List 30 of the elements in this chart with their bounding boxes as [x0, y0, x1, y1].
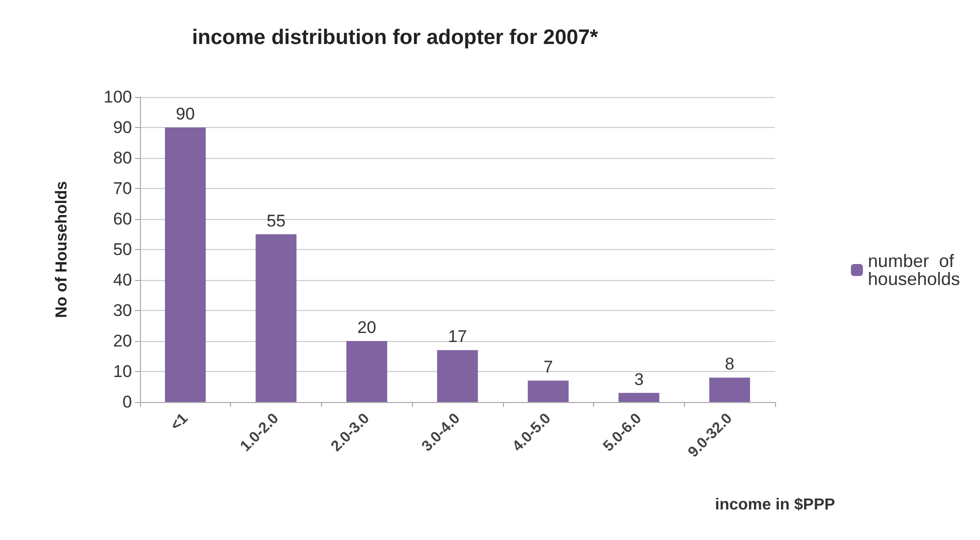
bar — [528, 380, 569, 402]
data-label: 3 — [634, 370, 644, 389]
bar — [346, 341, 388, 402]
chart-title: income distribution for adopter for 2007* — [192, 26, 599, 49]
y-axis-title: No of Households — [54, 180, 70, 318]
y-tick-label: 30 — [113, 301, 132, 320]
y-tick-label: 40 — [113, 270, 132, 290]
data-label: 90 — [176, 104, 195, 124]
y-tick-label: 10 — [113, 362, 132, 381]
bar — [437, 350, 478, 402]
y-tick-label: 100 — [104, 88, 132, 106]
data-label: 20 — [357, 318, 376, 337]
y-tick-label: 90 — [113, 118, 132, 137]
y-tick-label: 0 — [122, 392, 132, 412]
bar — [709, 378, 750, 402]
bar — [618, 392, 660, 402]
data-label: 7 — [543, 358, 553, 377]
data-label: 17 — [448, 327, 467, 346]
bar — [164, 128, 206, 402]
y-tick-label: 20 — [113, 332, 132, 350]
y-tick-label: 60 — [113, 210, 132, 228]
legend-label: number of households — [868, 251, 960, 289]
x-axis-title: income in $PPP — [715, 496, 836, 514]
y-tick-label: 80 — [113, 148, 132, 168]
bar — [256, 234, 296, 402]
y-tick-label: 70 — [113, 179, 132, 198]
x-tick-label: <1 — [167, 410, 192, 434]
data-label: 8 — [724, 354, 734, 374]
data-label: 55 — [266, 211, 286, 230]
y-tick-label: 50 — [113, 240, 132, 259]
